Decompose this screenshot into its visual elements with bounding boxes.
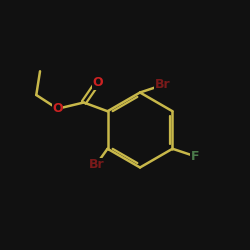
Text: O: O bbox=[92, 76, 103, 89]
Text: F: F bbox=[191, 150, 199, 163]
Text: Br: Br bbox=[155, 78, 170, 92]
Text: Br: Br bbox=[88, 158, 104, 172]
Text: O: O bbox=[52, 102, 63, 115]
